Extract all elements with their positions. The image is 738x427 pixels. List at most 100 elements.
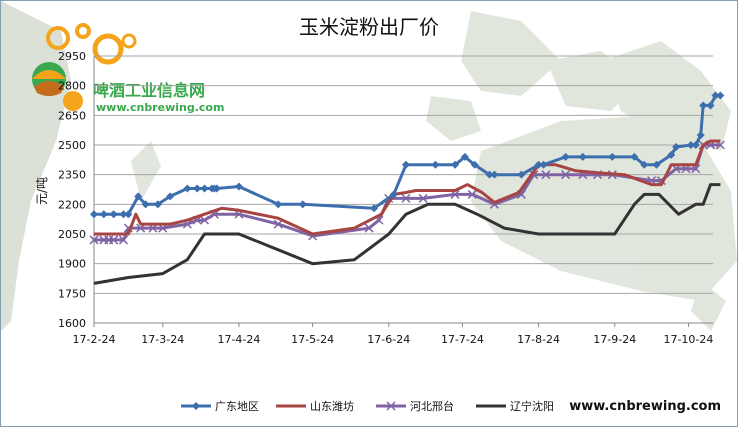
data-point <box>485 170 494 179</box>
axes <box>93 56 713 327</box>
series-layer <box>89 91 725 285</box>
logo-ring-1 <box>46 26 70 50</box>
x-tick-label: 17-9-24 <box>593 333 636 346</box>
legend-item: 山东潍坊 <box>276 399 354 413</box>
y-tick-label: 2500 <box>58 139 86 152</box>
legend-marker <box>386 401 396 411</box>
data-point <box>401 160 410 169</box>
data-point <box>667 150 676 159</box>
data-point <box>193 184 202 193</box>
x-tick-labels: 17-2-24 17-3-24 17-4-24 17-5-24 17-6-24 17-7-… <box>73 333 714 346</box>
legend-label: 辽宁沈阳 <box>510 399 554 413</box>
data-point <box>561 170 571 180</box>
y-tick-label: 2350 <box>58 169 86 182</box>
x-tick-label: 17-5-24 <box>291 333 334 346</box>
series-1 <box>94 139 721 236</box>
data-point <box>274 200 283 209</box>
data-point <box>460 152 469 161</box>
data-point <box>470 160 479 169</box>
data-point <box>541 170 551 180</box>
x-tick-label: 17-4-24 <box>217 333 260 346</box>
data-point <box>183 184 192 193</box>
legend-label: 山东潍坊 <box>310 399 354 413</box>
chart-title: 玉米淀粉出厂价 <box>299 15 439 39</box>
logo-ring-4 <box>121 33 137 49</box>
x-tick-label: 17-7-24 <box>441 333 484 346</box>
x-tick-label: 17-10-24 <box>663 333 713 346</box>
data-point <box>711 91 720 100</box>
data-point <box>99 210 108 219</box>
data-point <box>467 189 477 199</box>
data-point <box>298 200 307 209</box>
data-point <box>124 210 133 219</box>
data-point <box>273 219 283 229</box>
legend-label: 河北邢台 <box>410 399 454 413</box>
data-point <box>608 152 617 161</box>
legend-item: 广东地区 <box>181 400 259 413</box>
data-point <box>561 152 570 161</box>
data-point <box>89 235 99 245</box>
series-0 <box>90 91 725 219</box>
y-tick-label: 1900 <box>58 258 86 271</box>
data-point <box>389 190 398 199</box>
data-point <box>200 215 210 225</box>
data-point <box>141 200 150 209</box>
data-point <box>716 91 725 100</box>
logo-ball <box>63 91 83 111</box>
data-point <box>234 182 243 191</box>
logo-ring-3 <box>92 33 124 65</box>
data-point <box>90 210 98 219</box>
legend-item: 河北邢台 <box>376 399 454 413</box>
data-point <box>166 192 175 201</box>
y-tick-label: 1600 <box>58 317 86 330</box>
y-tick-labels: 1600 1750 1900 2050 2200 2350 2500 2650 2800 2950 <box>58 50 86 330</box>
data-point <box>640 160 649 169</box>
footer-url: www.cnbrewing.com <box>569 399 721 414</box>
data-point <box>691 141 700 149</box>
legend-label: 广东地区 <box>215 400 259 413</box>
x-tick-label: 17-6-24 <box>367 333 410 346</box>
series-line <box>93 183 721 285</box>
data-point <box>706 101 715 110</box>
data-point <box>696 131 705 140</box>
x-tick-label: 17-3-24 <box>141 333 184 346</box>
y-tick-label: 2200 <box>58 198 86 211</box>
data-point <box>699 101 708 110</box>
data-point <box>672 142 681 151</box>
y-tick-label: 2800 <box>58 80 86 93</box>
data-point <box>431 160 440 169</box>
y-tick-label: 2950 <box>58 50 86 63</box>
data-point <box>212 184 221 193</box>
data-point <box>119 210 128 219</box>
y-tick-label: 2050 <box>58 228 86 241</box>
brewing-logo: 啤酒工业信息网 www.cnbrewing.com <box>32 23 224 114</box>
legend-marker <box>192 402 200 410</box>
data-point <box>364 223 374 233</box>
y-tick-label: 2650 <box>58 109 86 122</box>
x-tick-label: 17-8-24 <box>517 333 560 346</box>
logo-ring-2 <box>75 23 91 39</box>
data-point <box>401 193 411 203</box>
data-point <box>109 235 119 245</box>
series-3 <box>93 183 721 285</box>
data-point <box>686 141 695 149</box>
data-point <box>652 160 661 169</box>
data-point <box>118 235 129 245</box>
data-point <box>109 210 118 219</box>
data-point <box>578 152 587 161</box>
data-point <box>134 192 143 201</box>
data-point <box>630 152 639 161</box>
legend: 广东地区 山东潍坊 河北邢台 辽宁沈阳 <box>181 399 554 413</box>
series-line <box>94 139 721 236</box>
data-point <box>451 160 460 169</box>
data-point <box>517 170 526 179</box>
data-point <box>418 193 428 203</box>
data-point <box>370 204 379 213</box>
data-point <box>153 200 162 209</box>
data-point <box>539 160 548 169</box>
watermark-brand: 啤酒工业信息网 <box>93 81 205 100</box>
y-tick-label: 1750 <box>58 287 86 300</box>
watermark-url: www.cnbrewing.com <box>96 101 224 114</box>
